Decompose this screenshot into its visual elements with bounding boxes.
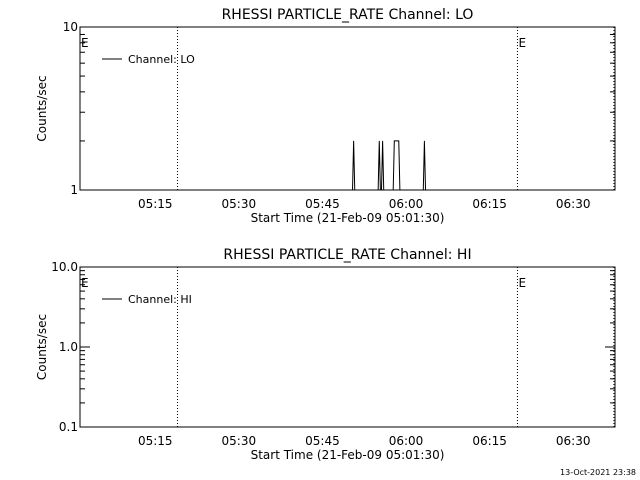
y-tick-label: 1.0 [59, 340, 78, 354]
x-tick-label: 06:30 [556, 197, 591, 211]
x-tick-label: 05:15 [138, 434, 173, 448]
x-axis-label: Start Time (21-Feb-09 05:01:30) [251, 448, 445, 462]
event-label: E [81, 276, 89, 290]
x-tick-label: 05:30 [222, 197, 257, 211]
x-tick-label: 06:15 [472, 434, 507, 448]
x-tick-label: 06:15 [472, 197, 507, 211]
x-tick-label: 05:15 [138, 197, 173, 211]
y-tick-label: 1 [70, 183, 78, 197]
x-axis-label: Start Time (21-Feb-09 05:01:30) [251, 211, 445, 225]
x-tick-label: 06:00 [389, 434, 424, 448]
x-tick-label: 06:30 [556, 434, 591, 448]
y-tick-label: 0.1 [59, 420, 78, 434]
chart-panel-0: RHESSI PARTICLE_RATE Channel: LO 05:15 05:… [35, 7, 616, 225]
x-tick-label: 05:30 [222, 434, 257, 448]
series-line [80, 140, 615, 191]
chart-title: RHESSI PARTICLE_RATE Channel: LO [222, 7, 474, 23]
legend-entry: Channel: LO [128, 53, 195, 66]
chart-title: RHESSI PARTICLE_RATE Channel: HI [223, 247, 471, 263]
x-tick-label: 05:45 [305, 197, 340, 211]
footer-timestamp: 13-Oct-2021 23:38 [560, 468, 636, 477]
y-tick-label: 10 [63, 20, 78, 34]
x-tick-label: 06:00 [389, 197, 424, 211]
y-axis-label: Counts/sec [35, 314, 49, 380]
event-label: E [518, 276, 526, 290]
legend-entry: Channel: HI [128, 293, 192, 306]
event-label: E [81, 36, 89, 50]
y-tick-label: 10.0 [51, 260, 78, 274]
event-label: E [518, 36, 526, 50]
x-tick-label: 05:45 [305, 434, 340, 448]
y-axis-label: Counts/sec [35, 75, 49, 141]
chart-panel-1: RHESSI PARTICLE_RATE Channel: HI 05:15 05:… [35, 247, 616, 462]
